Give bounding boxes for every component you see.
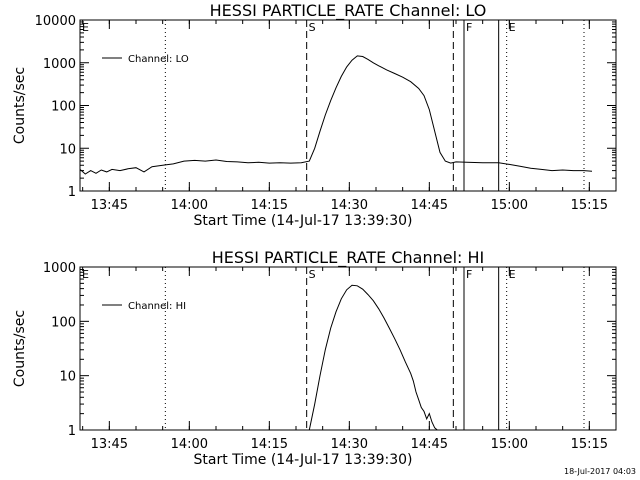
marker-label: S (309, 21, 316, 34)
x-tick-label: 13:45 (91, 198, 128, 213)
marker-label: E (509, 21, 516, 34)
x-tick-label: 14:15 (251, 437, 288, 452)
series-line (79, 55, 593, 175)
x-tick-label: 14:15 (251, 198, 288, 213)
x-tick-label: 15:15 (571, 198, 608, 213)
x-tick-label: 14:45 (411, 198, 448, 213)
y-tick-label: 1 (68, 185, 76, 200)
marker-label: S (309, 268, 316, 281)
y-tick-label: 10 (59, 142, 76, 157)
x-tick-label: 14:00 (171, 437, 208, 452)
y-tick-label: 1 (68, 424, 76, 439)
marker-label: E (509, 268, 516, 281)
y-tick-label: 10 (59, 370, 76, 385)
y-axis-label: Counts/sec (12, 310, 28, 387)
y-tick-label: 100 (51, 315, 76, 330)
x-tick-label: 15:00 (491, 437, 528, 452)
x-tick-label: 14:30 (331, 437, 368, 452)
chart-title: HESSI PARTICLE_RATE Channel: HI (212, 248, 485, 268)
legend-label: Channel: HI (128, 301, 186, 312)
series-line (308, 284, 438, 431)
panel-hi: HESSI PARTICLE_RATE Channel: HI 13:45 14:0… (12, 248, 617, 468)
y-tick-label: 1000 (43, 57, 76, 72)
plot-frame (79, 266, 617, 431)
x-tick-label: 14:45 (411, 437, 448, 452)
marker-label: F (466, 268, 472, 281)
y-tick-label: 100 (51, 100, 76, 115)
x-tick-label: 13:45 (91, 437, 128, 452)
legend-label: Channel: LO (128, 54, 189, 65)
marker-label: E (82, 21, 89, 34)
x-tick-label: 14:30 (331, 198, 368, 213)
marker-label: F (466, 21, 472, 34)
marker-label: E (82, 268, 89, 281)
chart-title: HESSI PARTICLE_RATE Channel: LO (210, 1, 487, 21)
x-axis-label: Start Time (14-Jul-17 13:39:30) (193, 452, 412, 468)
x-tick-label: 14:00 (171, 198, 208, 213)
x-tick-label: 15:00 (491, 198, 528, 213)
x-tick-label: 15:15 (571, 437, 608, 452)
y-tick-label: 10000 (35, 14, 76, 29)
panel-lo: HESSI PARTICLE_RATE Channel: LO 13:45 14:0… (12, 1, 617, 229)
y-tick-label: 1000 (43, 261, 76, 276)
x-axis-label: Start Time (14-Jul-17 13:39:30) (193, 213, 412, 229)
plot-timestamp: 18-Jul-2017 04:03 (564, 467, 636, 476)
y-axis-label: Counts/sec (12, 67, 28, 144)
